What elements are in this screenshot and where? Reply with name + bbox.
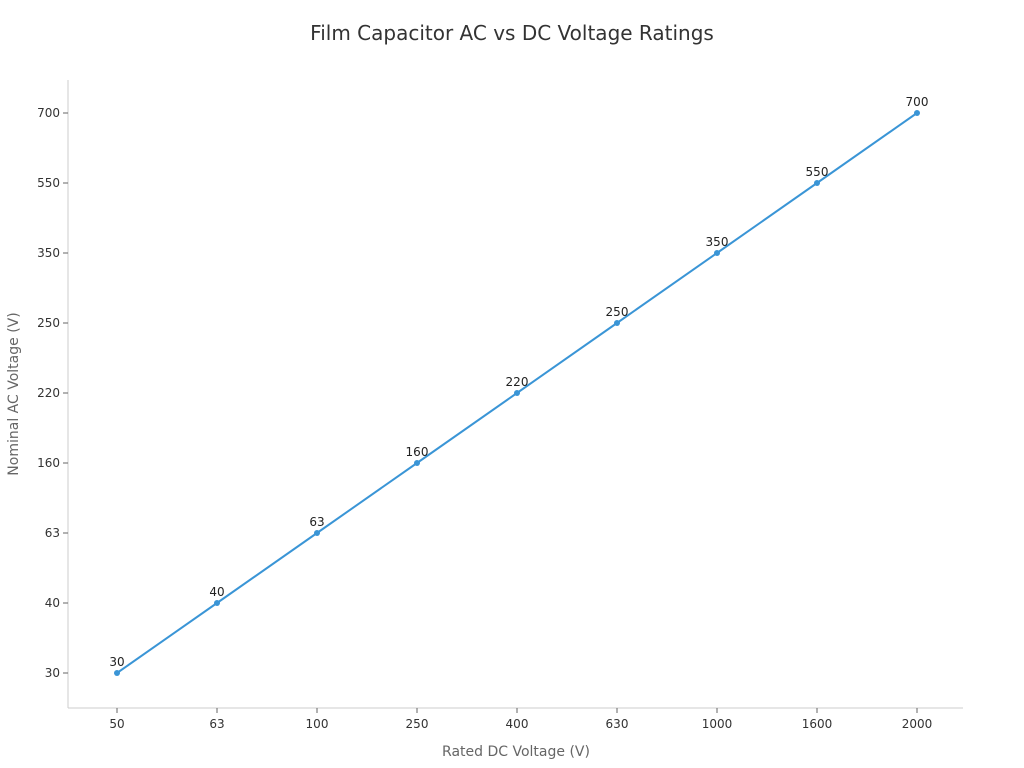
data-label: 700 bbox=[906, 95, 929, 109]
x-tick-label: 100 bbox=[306, 717, 329, 731]
data-point[interactable] bbox=[214, 600, 220, 606]
chart-title: Film Capacitor AC vs DC Voltage Ratings bbox=[310, 21, 714, 45]
data-point[interactable] bbox=[114, 670, 120, 676]
y-tick-label: 350 bbox=[37, 246, 60, 260]
y-axis-ticks: 30 40 63 160 220 250 350 550 700 bbox=[37, 106, 68, 680]
data-point[interactable] bbox=[314, 530, 320, 536]
y-tick-label: 63 bbox=[45, 526, 60, 540]
x-tick-label: 250 bbox=[406, 717, 429, 731]
y-tick-label: 220 bbox=[37, 386, 60, 400]
data-label: 350 bbox=[706, 235, 729, 249]
y-tick-label: 40 bbox=[45, 596, 60, 610]
y-axis-title: Nominal AC Voltage (V) bbox=[6, 312, 22, 475]
data-label: 40 bbox=[209, 585, 224, 599]
data-point[interactable] bbox=[514, 390, 520, 396]
points-layer bbox=[114, 110, 920, 676]
data-labels-layer: 30 40 63 160 220 250 350 550 700 bbox=[109, 95, 928, 669]
y-tick-label: 160 bbox=[37, 456, 60, 470]
x-tick-label: 2000 bbox=[902, 717, 933, 731]
x-axis-title: Rated DC Voltage (V) bbox=[442, 744, 590, 760]
data-point[interactable] bbox=[614, 320, 620, 326]
y-tick-label: 550 bbox=[37, 176, 60, 190]
data-label: 30 bbox=[109, 655, 124, 669]
x-tick-label: 1000 bbox=[702, 717, 733, 731]
x-tick-label: 400 bbox=[506, 717, 529, 731]
x-tick-label: 630 bbox=[606, 717, 629, 731]
data-label: 160 bbox=[406, 445, 429, 459]
y-tick-label: 700 bbox=[37, 106, 60, 120]
data-label: 550 bbox=[806, 165, 829, 179]
x-tick-label: 50 bbox=[109, 717, 124, 731]
data-label: 63 bbox=[309, 515, 324, 529]
data-point[interactable] bbox=[414, 460, 420, 466]
x-axis-ticks: 50 63 100 250 400 630 1000 1600 2000 bbox=[109, 708, 932, 731]
y-tick-label: 30 bbox=[45, 666, 60, 680]
x-tick-label: 63 bbox=[209, 717, 224, 731]
x-tick-label: 1600 bbox=[802, 717, 833, 731]
data-point[interactable] bbox=[714, 250, 720, 256]
data-label: 220 bbox=[506, 375, 529, 389]
data-point[interactable] bbox=[814, 180, 820, 186]
y-tick-label: 250 bbox=[37, 316, 60, 330]
data-label: 250 bbox=[606, 305, 629, 319]
data-point[interactable] bbox=[914, 110, 920, 116]
